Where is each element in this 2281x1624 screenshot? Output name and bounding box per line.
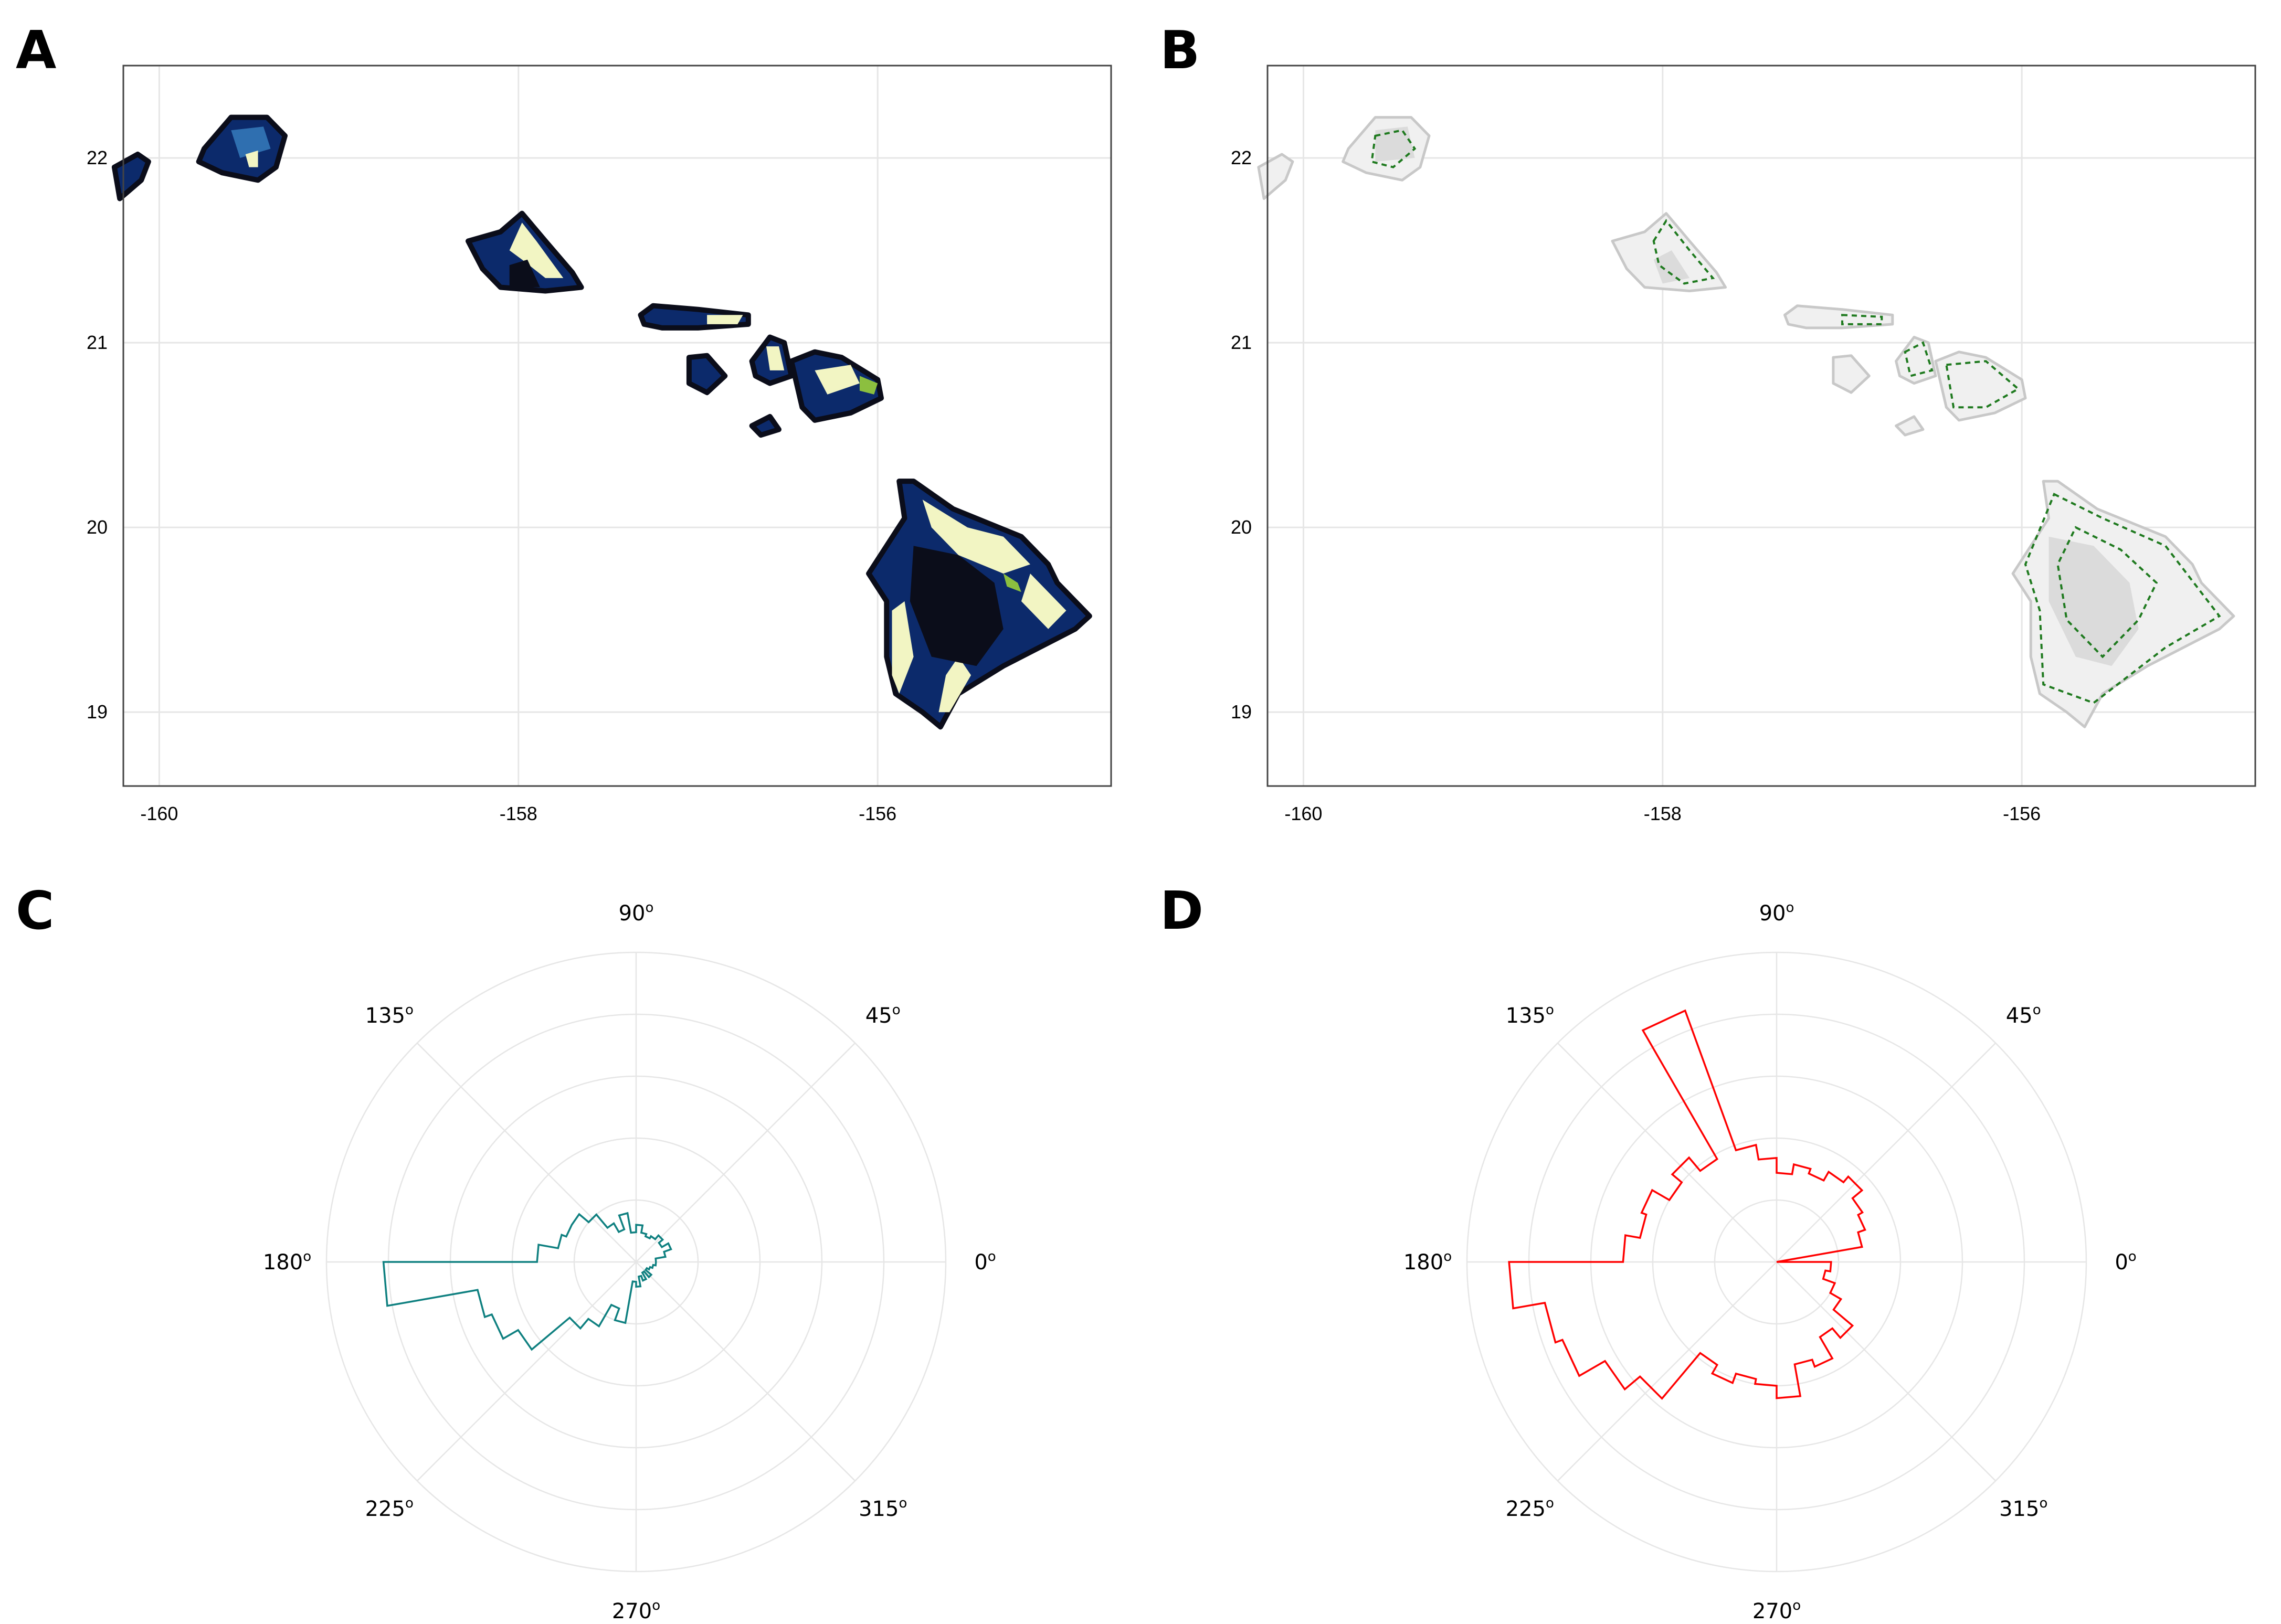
x-tick-label: -156: [2003, 803, 2041, 824]
y-tick-label: 21: [1231, 332, 1252, 353]
map-patch-hawaii-green: [1003, 574, 1021, 592]
map-patch-hawaii-cream-w: [892, 601, 914, 694]
map-shade-oahu-gray: [1653, 250, 1690, 284]
map-patch-hawaii-cream-s: [938, 656, 971, 713]
angle-tick-label: 315o: [1999, 1495, 2047, 1521]
map-patch-mauiE-cream: [815, 365, 860, 395]
angle-tick-label: 0o: [974, 1249, 996, 1275]
x-tick-label: -158: [500, 803, 537, 824]
angle-tick-label: 0o: [2115, 1249, 2136, 1275]
map-panel-b: -160 -158 -156 19 20 21 22: [1231, 65, 2256, 824]
map-patch-hawaii-cream-n: [922, 500, 1030, 574]
polar-spoke: [1557, 1261, 1777, 1482]
polar-spoke: [416, 1042, 637, 1262]
x-tick-label: -156: [859, 803, 896, 824]
map-frame: [1266, 65, 2256, 787]
rose-outline: [382, 1212, 672, 1351]
x-tick-label: -160: [1284, 803, 1322, 824]
island-niihau: [111, 152, 151, 201]
x-tick-label: -158: [1644, 803, 1682, 824]
island-molokai: [1783, 304, 1894, 330]
map-patch-hawaii-cream-e: [1021, 574, 1066, 629]
island-niihau: [1257, 153, 1294, 200]
map-patch-kauai-interior: [231, 126, 271, 158]
y-tick-label: 19: [1231, 701, 1252, 723]
map-highlight-kauai-green: [1370, 129, 1417, 168]
panel-label-b: B: [1160, 19, 1200, 81]
angle-tick-label: 270o: [1752, 1598, 1801, 1623]
map-highlight-hawaii-green-inner: [2056, 526, 2158, 659]
map-patch-oahu-dark: [509, 259, 540, 288]
angle-tick-label: 180o: [263, 1249, 311, 1275]
polar-spoke: [1776, 1042, 1997, 1262]
angle-tick-label: 45o: [865, 1002, 901, 1028]
island-mauiW: [1895, 336, 1937, 385]
polar-spoke: [1776, 1261, 1997, 1482]
angle-tick-label: 135o: [1506, 1002, 1554, 1028]
map-highlight-hawaii-green-outer: [2024, 493, 2221, 704]
angle-tick-label: 180o: [1403, 1249, 1452, 1275]
island-kahoolawe: [749, 413, 782, 438]
polar-spoke: [636, 1042, 856, 1262]
island-lanai: [1832, 354, 1871, 394]
y-tick-label: 22: [1231, 147, 1252, 168]
island-lanai: [686, 353, 728, 396]
map-highlight-molokai-green: [1841, 314, 1883, 325]
panel-label-c: C: [16, 880, 54, 941]
y-tick-label: 20: [1231, 516, 1252, 538]
y-tick-label: 20: [87, 516, 108, 538]
rose-panel-c: 0o 45o 90o 135o 180o 225o 270o 315o: [263, 900, 996, 1623]
polar-spoke: [636, 1261, 856, 1482]
angle-tick-label: 135o: [365, 1002, 414, 1028]
angle-tick-label: 270o: [612, 1598, 660, 1623]
map-shade-hawaii-gray: [2048, 536, 2139, 666]
y-tick-label: 19: [87, 701, 108, 723]
map-highlight-mauiE-green: [1945, 360, 2020, 409]
map-patch-kauai-cream: [245, 150, 258, 167]
polar-spoke: [416, 1261, 637, 1482]
y-tick-label: 22: [87, 147, 108, 168]
map-patch-mauiW-cream: [766, 346, 785, 370]
angle-tick-label: 225o: [365, 1495, 414, 1521]
rose-panel-d: 0o 45o 90o 135o 180o 225o 270o 315o: [1403, 900, 2137, 1623]
map-patch-hawaii-dark-core: [910, 546, 1004, 666]
map-patch-oahu-cream: [509, 222, 564, 278]
angle-tick-label: 90o: [1759, 900, 1794, 926]
panel-label-d: D: [1160, 880, 1203, 941]
y-tick-label: 21: [87, 332, 108, 353]
angle-tick-label: 45o: [2006, 1002, 2041, 1028]
polar-spoke: [1557, 1042, 1777, 1262]
panel-label-a: A: [16, 19, 56, 81]
map-highlight-mauiW-green: [1904, 341, 1934, 377]
map-patch-mauiE-green: [859, 376, 878, 395]
map-highlight-oahu-green: [1652, 219, 1715, 285]
island-mauiE: [1934, 351, 2027, 422]
map-panel-a: -160 -158 -156 19 20 21 22: [87, 65, 1112, 824]
x-tick-label: -160: [140, 803, 178, 824]
rose-outline: [1508, 1009, 1866, 1400]
island-kahoolawe: [1895, 415, 1925, 437]
angle-tick-label: 90o: [619, 900, 654, 926]
angle-tick-label: 315o: [859, 1495, 907, 1521]
map-patch-molokai-cream: [707, 315, 743, 324]
angle-tick-label: 225o: [1506, 1495, 1554, 1521]
map-frame: [122, 65, 1112, 787]
